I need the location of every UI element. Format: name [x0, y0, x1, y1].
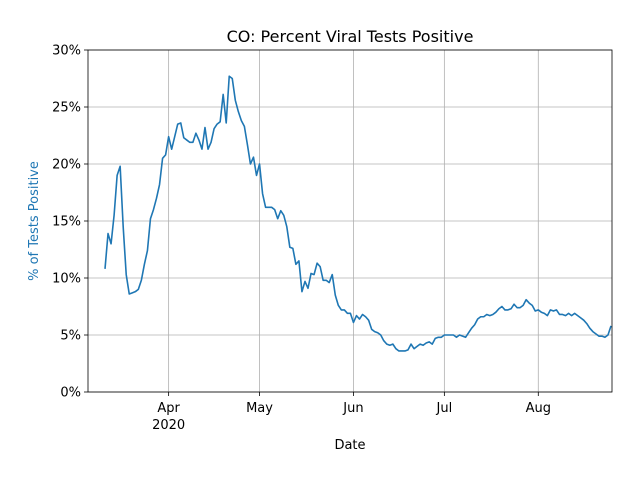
x-axis-label: Date	[334, 438, 365, 453]
plot-frame	[87, 49, 613, 393]
data-line	[104, 75, 612, 352]
y-axis-label: % of Tests Positive	[27, 161, 42, 281]
chart-title: CO: Percent Viral Tests Positive	[227, 27, 474, 46]
x-tick-sublabel: 2020	[152, 418, 185, 433]
y-tick-label: 20%	[52, 158, 81, 173]
x-tick-label: Aug	[526, 401, 551, 416]
y-tick-label: 10%	[52, 272, 81, 287]
x-tick-label: Jul	[436, 401, 453, 416]
y-tick-label: 0%	[60, 386, 81, 401]
y-tick-label: 15%	[52, 215, 81, 230]
x-tick-label: May	[246, 401, 273, 416]
y-tick-label: 30%	[52, 44, 81, 59]
x-tick-label: Jun	[342, 401, 363, 416]
y-tick-label: 5%	[60, 329, 81, 344]
x-tick-label: Apr	[157, 401, 180, 416]
y-tick-label: 25%	[52, 101, 81, 116]
